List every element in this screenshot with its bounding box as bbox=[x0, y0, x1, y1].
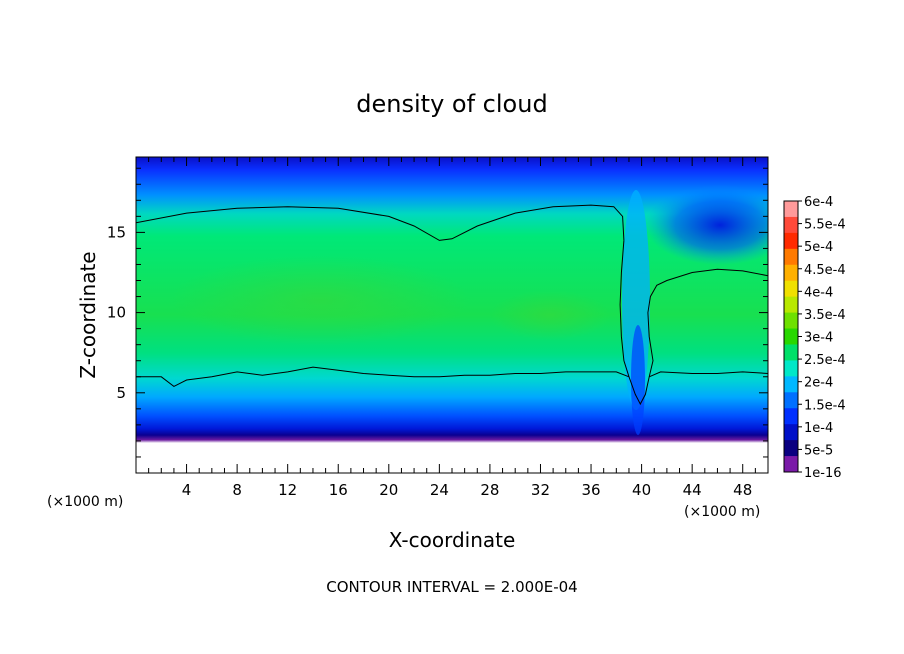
x-tick-label: 48 bbox=[733, 481, 752, 499]
y-axis: 5 10 15 bbox=[107, 167, 768, 458]
colorbar-swatch bbox=[784, 360, 798, 377]
colorbar-swatch bbox=[784, 216, 798, 234]
plot-area bbox=[136, 157, 768, 473]
colorbar-swatch bbox=[784, 408, 798, 425]
colorbar-swatch bbox=[784, 456, 798, 473]
x-tick-label: 28 bbox=[480, 481, 499, 499]
colorbar: 6e-4 5.5e-4 5e-4 4.5e-4 4e-4 3.5e-4 3e-4 2.5e-4… bbox=[783, 195, 846, 481]
x-tick-label: 44 bbox=[683, 481, 702, 499]
colorbar-swatch bbox=[784, 312, 798, 330]
x-unit-label: (×1000 m) bbox=[684, 504, 760, 520]
x-axis-label: X-coordinate bbox=[389, 528, 516, 552]
colorbar-label: 2e-4 bbox=[804, 376, 833, 391]
x-tick-label: 8 bbox=[232, 481, 242, 499]
colorbar-swatch bbox=[784, 424, 798, 441]
y-tick-label: 15 bbox=[107, 223, 126, 241]
colorbar-label: 2.5e-4 bbox=[804, 353, 846, 368]
colorbar-label: 5e-5 bbox=[804, 443, 833, 458]
colorbar-swatch bbox=[784, 232, 798, 250]
x-tick-label: 12 bbox=[278, 481, 297, 499]
colorbar-swatch bbox=[784, 440, 798, 457]
y-axis-label: Z-coordinate bbox=[76, 251, 100, 378]
colorbar-swatch bbox=[784, 264, 798, 282]
x-tick-label: 16 bbox=[329, 481, 348, 499]
upper-clear-patch bbox=[645, 185, 768, 265]
colorbar-label: 1.5e-4 bbox=[804, 398, 846, 413]
contour-line bbox=[619, 240, 768, 406]
colorbar-label: 4.5e-4 bbox=[804, 263, 846, 278]
y-unit-label: (×1000 m) bbox=[47, 494, 123, 510]
colorbar-label: 4e-4 bbox=[804, 285, 833, 300]
colorbar-label: 3e-4 bbox=[804, 331, 833, 346]
colorbar-label: 1e-4 bbox=[804, 421, 833, 436]
colorbar-swatch bbox=[784, 328, 798, 345]
cloud-core-right bbox=[490, 290, 610, 340]
colorbar-label: 6e-4 bbox=[804, 195, 833, 210]
colorbar-swatch bbox=[784, 376, 798, 393]
contour-interval-footer: CONTOUR INTERVAL = 2.000E-04 bbox=[326, 578, 577, 596]
contour-line bbox=[649, 371, 768, 378]
colorbar-swatch bbox=[784, 201, 798, 218]
colorbar-label: 3.5e-4 bbox=[804, 308, 846, 323]
x-tick-label: 4 bbox=[182, 481, 192, 499]
x-tick-label: 36 bbox=[581, 481, 600, 499]
colorbar-label: 5.5e-4 bbox=[804, 218, 846, 233]
x-axis: 4 8 12 16 20 24 28 32 36 40 44 48 bbox=[148, 157, 756, 499]
x-tick-label: 32 bbox=[531, 481, 550, 499]
colorbar-swatch bbox=[784, 344, 798, 361]
x-tick-label: 20 bbox=[379, 481, 398, 499]
colorbar-label: 1e-16 bbox=[804, 466, 842, 481]
y-tick-label: 5 bbox=[116, 384, 126, 402]
colorbar-label: 5e-4 bbox=[804, 240, 833, 255]
chart-title: density of cloud bbox=[356, 90, 547, 118]
plume-core bbox=[631, 325, 645, 435]
x-tick-label: 24 bbox=[430, 481, 449, 499]
colorbar-swatch bbox=[784, 392, 798, 409]
x-tick-label: 40 bbox=[632, 481, 651, 499]
colorbar-swatch bbox=[784, 280, 798, 298]
cloud-core-left bbox=[170, 255, 470, 345]
contour-line bbox=[136, 366, 630, 387]
y-tick-label: 10 bbox=[107, 304, 126, 322]
colorbar-swatch bbox=[784, 248, 798, 266]
contour-line bbox=[136, 204, 625, 241]
colorbar-swatch bbox=[784, 296, 798, 314]
